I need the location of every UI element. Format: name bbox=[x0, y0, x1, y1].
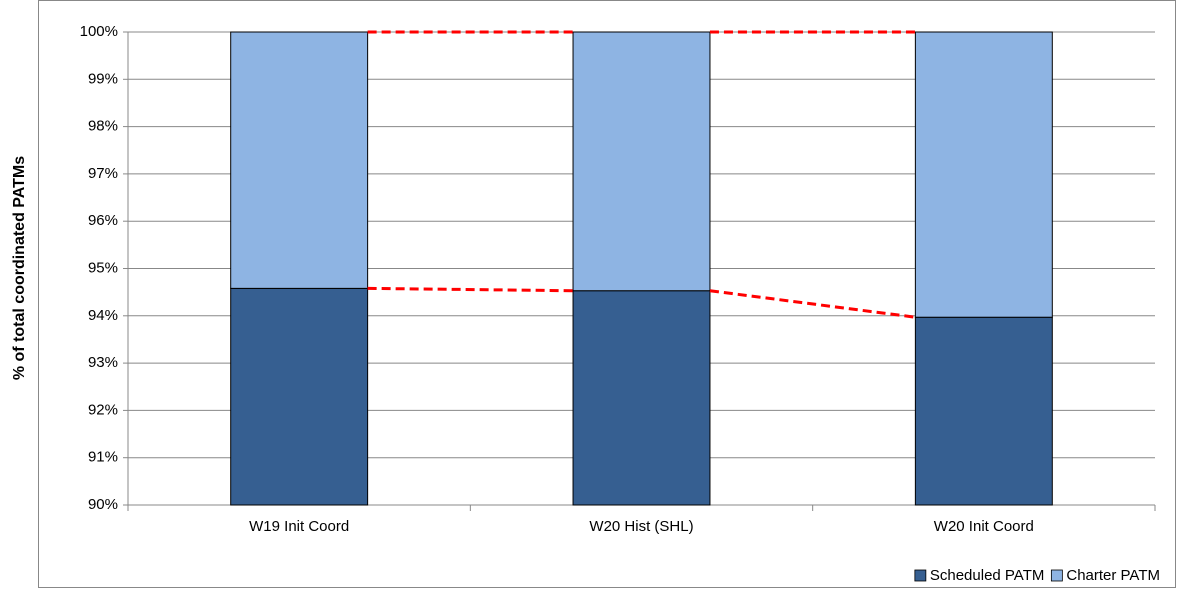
y-tick-label: 95% bbox=[88, 259, 118, 276]
x-tick-label: W20 Init Coord bbox=[934, 518, 1034, 535]
legend-label: Scheduled PATM bbox=[930, 567, 1045, 584]
y-tick-label: 92% bbox=[88, 401, 118, 418]
y-tick-label: 99% bbox=[88, 70, 118, 87]
bar-segment bbox=[572, 290, 711, 506]
bar-segment bbox=[230, 287, 369, 506]
y-tick-label: 100% bbox=[80, 23, 118, 40]
y-tick-label: 97% bbox=[88, 165, 118, 182]
legend-label: Charter PATM bbox=[1066, 567, 1160, 584]
y-tick-label: 96% bbox=[88, 212, 118, 229]
series-connector bbox=[709, 289, 916, 319]
bar-segment bbox=[914, 316, 1053, 506]
y-axis-label: % of total coordinated PATMs bbox=[11, 156, 28, 380]
y-tick-label: 91% bbox=[88, 449, 118, 466]
y-tick-label: 98% bbox=[88, 118, 118, 135]
x-tick-label: W19 Init Coord bbox=[249, 518, 349, 535]
y-tick-label: 94% bbox=[88, 307, 118, 324]
bar-segment bbox=[572, 31, 711, 292]
y-tick-label: 93% bbox=[88, 354, 118, 371]
legend-swatch bbox=[914, 569, 927, 582]
bar-segment bbox=[230, 31, 369, 289]
bar-segment bbox=[914, 31, 1053, 318]
series-connector bbox=[367, 286, 574, 293]
legend-swatch bbox=[1050, 569, 1063, 582]
x-tick-label: W20 Hist (SHL) bbox=[589, 518, 693, 535]
y-tick-label: 90% bbox=[88, 496, 118, 513]
